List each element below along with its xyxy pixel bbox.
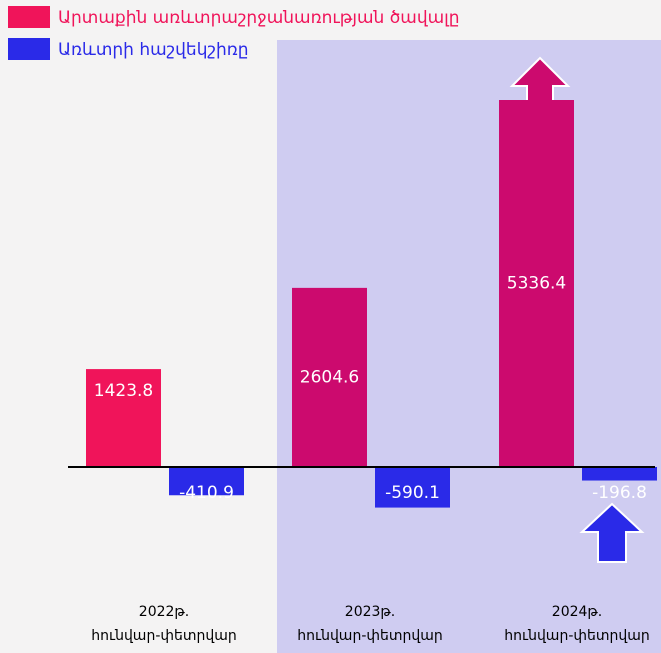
bar xyxy=(169,467,244,496)
bar xyxy=(292,287,367,467)
value-label: 2604.6 xyxy=(300,367,359,387)
bar xyxy=(86,369,161,467)
legend-label: Առևտրի հաշվեկշիռը xyxy=(58,40,249,60)
x-tick-label: 2023թ. հունվար-փետրվար xyxy=(297,604,443,644)
value-label: 1423.8 xyxy=(94,381,153,401)
bar xyxy=(582,467,657,481)
value-label: -196.8 xyxy=(592,483,647,503)
value-label: 5336.4 xyxy=(507,274,566,294)
bar xyxy=(499,100,574,467)
legend-swatch xyxy=(8,38,50,60)
x-tick-label: 2024թ. հունվար-փետրվար xyxy=(504,604,650,644)
bar xyxy=(375,467,450,508)
value-label: -590.1 xyxy=(385,483,440,503)
x-tick-label: 2022թ. հունվար-փետրվար xyxy=(91,604,237,644)
up-arrow xyxy=(579,502,645,563)
value-label: -410.9 xyxy=(179,483,234,503)
legend-swatch xyxy=(8,6,50,28)
legend-label: Արտաքին առևտրաշրջանառության ծավալը xyxy=(58,8,460,28)
